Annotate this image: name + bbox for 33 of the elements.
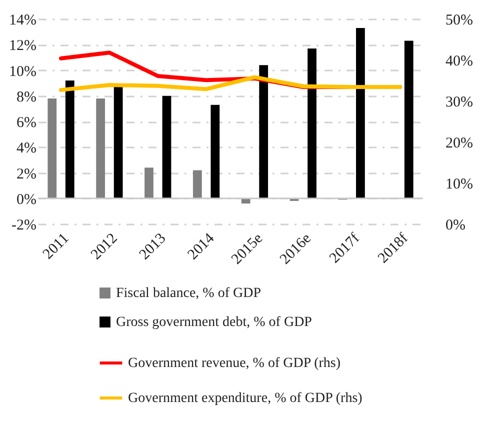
y2-tick-label: 30% — [446, 94, 473, 110]
legend-label: Government expenditure, % of GDP (rhs) — [128, 391, 363, 406]
line-series — [59, 75, 402, 92]
bar — [144, 168, 154, 198]
y-tick-label: 0% — [16, 192, 36, 208]
legend-label: Gross government debt, % of GDP — [116, 315, 312, 330]
y2-tick-label: 50% — [446, 12, 473, 28]
y-tick-label: 2% — [16, 166, 36, 182]
bar — [96, 98, 105, 198]
bar — [259, 65, 268, 198]
bar — [162, 96, 172, 198]
y2-tick-label: 10% — [446, 176, 473, 192]
y-tick-label: 4% — [16, 140, 36, 157]
y-tick-label: 14% — [9, 12, 36, 28]
y2-tick-label: 40% — [446, 54, 473, 70]
y2-tick-label: 20% — [446, 136, 473, 152]
y-tick-label: 6% — [16, 115, 36, 131]
bar — [192, 170, 202, 198]
y-tick-label: 12% — [9, 38, 36, 54]
x-tick-label: 2011 — [40, 230, 72, 263]
y2-tick-label: 0% — [446, 218, 466, 234]
y-tick-label: -2% — [12, 218, 36, 234]
y-tick-label: 8% — [16, 89, 36, 106]
bar — [65, 80, 74, 198]
bar — [48, 98, 57, 198]
bar — [404, 40, 414, 198]
bar — [210, 104, 220, 198]
bar — [356, 28, 365, 198]
bar — [114, 86, 123, 198]
legend-label: Fiscal balance, % of GDP — [116, 286, 262, 301]
legend-label: Government revenue, % of GDP (rhs) — [128, 356, 341, 371]
bar — [308, 48, 316, 198]
y-tick-label: 10% — [9, 64, 36, 80]
